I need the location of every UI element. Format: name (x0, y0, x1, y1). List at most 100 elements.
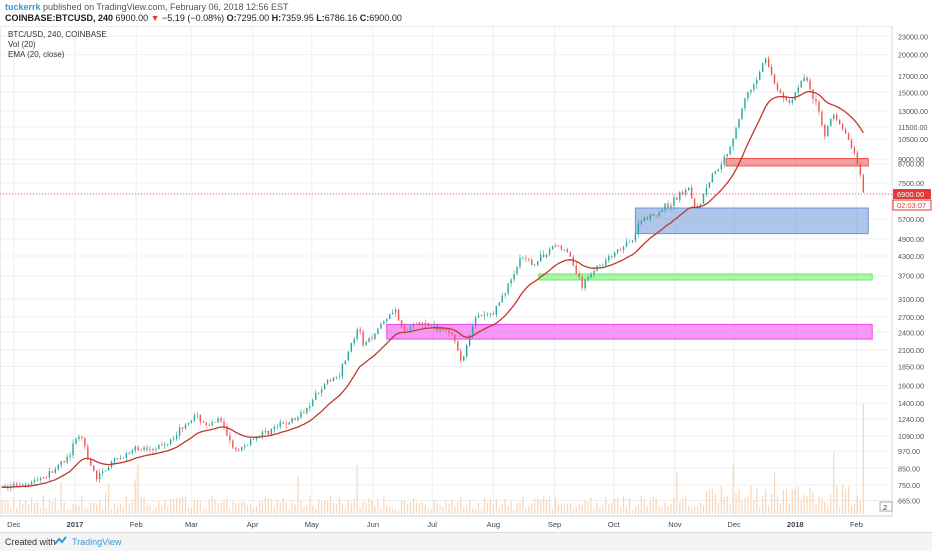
candle-body (670, 205, 672, 208)
volume-bar (608, 503, 610, 514)
published-text: published on TradingView.com, February 0… (43, 2, 289, 12)
volume-bar (99, 499, 101, 514)
candle-body (178, 427, 181, 436)
candle-body (735, 127, 737, 139)
candle-body (66, 456, 68, 463)
volume-badge (879, 501, 893, 512)
tradingview-brand-link[interactable]: TradingView (72, 537, 122, 547)
volume-bar (540, 499, 542, 514)
volume-bar (415, 502, 417, 514)
volume-bar (477, 502, 480, 514)
candle-body (22, 484, 24, 486)
low-value: 6786.16 (324, 13, 358, 23)
volume-bar (28, 504, 30, 514)
author-name[interactable]: tuckerrk (5, 2, 41, 12)
volume-bar (264, 496, 267, 514)
price-tick-label: 11500.00 (898, 123, 927, 132)
time-tick-label: Feb (130, 520, 143, 529)
close-label: C: (359, 13, 370, 23)
volume-bar (705, 491, 708, 514)
candle-body (717, 169, 719, 172)
volume-bar (96, 503, 98, 514)
countdown-tag (892, 199, 932, 211)
last-price: 6900.00 (115, 13, 149, 23)
volume-bar (377, 498, 379, 514)
candle-body (587, 277, 589, 280)
candle-body (217, 418, 219, 423)
time-axis[interactable]: Dec 2017 Feb Mar Apr May Jun Jul Aug Sep Oct Nov Dec… (0, 515, 892, 529)
price-axis[interactable]: 23000.00 20000.00 17000.00 15000.00 13000.00… (898, 32, 928, 505)
volume-bar (528, 505, 530, 514)
candle-body (63, 461, 65, 463)
candle-body (131, 450, 133, 453)
candle-body (767, 58, 770, 67)
candle-body (850, 139, 853, 148)
candle-body (812, 89, 814, 100)
candle-body (708, 182, 711, 188)
candle-body (439, 327, 441, 331)
candle-body (667, 203, 669, 208)
candle-body (146, 447, 148, 450)
volume-bar (122, 506, 124, 514)
candle-body (418, 322, 421, 326)
volume-bar (318, 499, 320, 514)
volume-bar (652, 497, 654, 514)
candle-body (87, 446, 89, 459)
volume-bar (531, 503, 533, 514)
candle-body (134, 446, 136, 451)
volume-bar (486, 502, 489, 514)
volume-bar (181, 496, 184, 514)
candle-body (312, 400, 314, 406)
price-chart[interactable]: 23000.00 20000.00 17000.00 15000.00 13000.00… (0, 25, 932, 530)
candle-body (673, 197, 675, 206)
volume-bar (196, 500, 198, 514)
volume-bar (782, 489, 785, 514)
candle-body (501, 295, 503, 303)
volume-bar (611, 502, 613, 514)
volume-bar (788, 503, 790, 514)
volume-bar (261, 500, 264, 514)
chart-area[interactable]: 23000.00 20000.00 17000.00 15000.00 13000.00… (0, 25, 932, 530)
candle-body (261, 431, 264, 436)
legend-ema: EMA (20, close) (8, 50, 65, 59)
candle-body (844, 129, 847, 134)
candle-body (119, 458, 122, 460)
volume-bar (60, 481, 62, 514)
volume-bar (463, 508, 465, 514)
volume-bar (537, 498, 539, 514)
volume-bar (688, 505, 690, 514)
candle-body (542, 254, 545, 257)
candle-body (581, 277, 583, 289)
candle-body (779, 90, 782, 93)
candle-body (335, 376, 338, 378)
footer-bar: Created with TradingView (0, 532, 932, 551)
price-tick-label: 750.00 (898, 481, 920, 490)
candle-body (676, 197, 678, 200)
volume-bar (81, 496, 83, 514)
candle-body (614, 252, 616, 257)
candle-body (113, 458, 116, 462)
volume-bar (282, 497, 284, 514)
volume-bar (113, 502, 116, 514)
time-tick-label: Mar (185, 520, 198, 529)
candle-body (258, 435, 261, 437)
volume-bar (534, 498, 536, 514)
volume-bar (146, 504, 148, 514)
tradingview-logo-icon[interactable] (54, 536, 68, 547)
candle-body (794, 92, 796, 101)
price-tick-label: 850.00 (898, 464, 920, 473)
candle-body (776, 83, 779, 91)
candle-body (386, 319, 388, 322)
candle-body (563, 249, 566, 251)
candle-body (534, 264, 536, 266)
volume-bar (75, 504, 77, 514)
volume-bar (548, 496, 551, 514)
volume-bar (356, 465, 358, 514)
volume-bar (821, 497, 823, 514)
candle-body (39, 478, 42, 481)
time-tick-label: Jun (367, 520, 379, 529)
candle-body (16, 483, 18, 486)
candle-body (637, 223, 640, 234)
price-tick-label: 15000.00 (898, 88, 928, 97)
candle-body (602, 265, 604, 266)
